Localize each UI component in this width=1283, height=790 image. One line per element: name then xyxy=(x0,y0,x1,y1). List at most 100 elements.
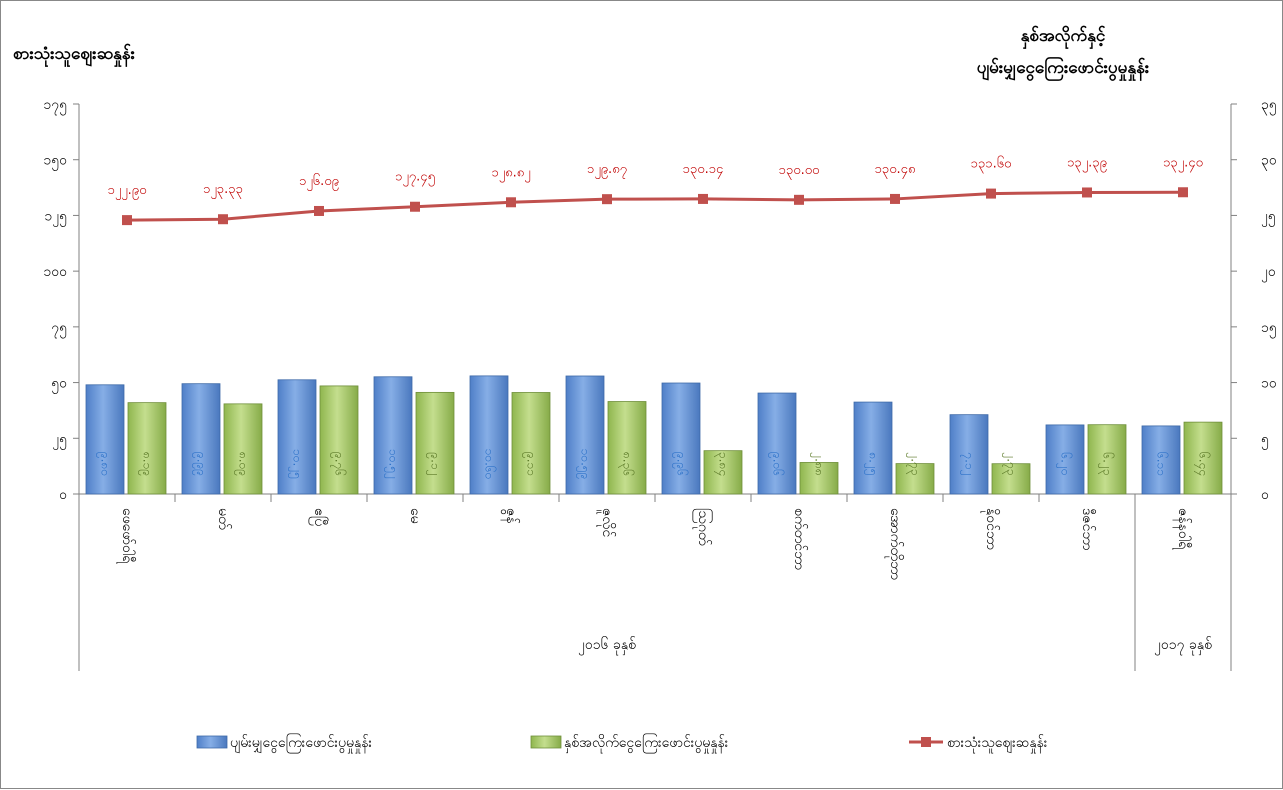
cpi-marker xyxy=(698,193,708,204)
bar-data-label: ၉.၁၁ xyxy=(522,452,539,476)
bar-data-label: ၁၀.၅၉ xyxy=(576,449,593,480)
bar-data-label: ၂.၈၈ xyxy=(810,452,827,475)
right-tick-label: ၀ xyxy=(1261,487,1269,503)
right-tick-label: ၅ xyxy=(1261,431,1269,449)
category-label: မေ xyxy=(407,508,423,524)
legend-marker xyxy=(921,737,931,747)
bar-data-label: ၉.၇၆ xyxy=(330,452,348,476)
bar xyxy=(511,392,551,495)
left-tick-label: ၀ xyxy=(59,487,67,503)
bar-data-label: ၉.၁၂ xyxy=(426,452,443,475)
cpi-data-label: ၁၂၈.၈၂ xyxy=(491,165,530,182)
right-tick-label: ၂၀ xyxy=(1261,264,1276,282)
bar xyxy=(853,401,893,495)
cpi-marker xyxy=(410,201,420,212)
category-label: ဖေဖော်ဝါရီ xyxy=(117,508,135,564)
category-label: ဧပြီ xyxy=(309,508,327,526)
bar xyxy=(1141,425,1181,495)
bar xyxy=(127,402,167,495)
bar xyxy=(469,375,509,495)
cpi-marker xyxy=(890,193,900,204)
bar xyxy=(949,414,989,495)
cpi-data-label: ၁၃၁.၆၀ xyxy=(971,156,1012,174)
bar xyxy=(1183,421,1223,495)
cpi-marker xyxy=(218,214,228,225)
right-tick-label: ၃၅ xyxy=(1261,97,1277,115)
bar xyxy=(661,382,701,495)
cpi-marker xyxy=(314,205,324,216)
bar-data-label: ၃.၈၄ xyxy=(714,452,731,476)
bar xyxy=(703,450,743,495)
bar-data-label: ၉.၈၀ xyxy=(96,452,113,476)
bar xyxy=(991,463,1031,495)
bar xyxy=(85,384,125,495)
category-label: မတ် xyxy=(215,508,231,530)
bar-data-label: ၆.၂၃ xyxy=(1098,452,1116,475)
cpi-marker xyxy=(602,194,612,205)
bar xyxy=(799,462,839,495)
cpi-marker xyxy=(1178,187,1188,198)
category-label: စက်တင်ဘာ xyxy=(791,508,807,570)
bar-series: ၉.၈၀ ၉.၉၉ ၁၀.၂၅ ၁၀.၅၂ ၁၀.၆၀ ၁၀.၅၉ ၉.၉၆ ၉.၀၆ ၈.၂၅… xyxy=(85,375,1223,495)
bar xyxy=(607,401,647,495)
category-label: ဇွန် xyxy=(501,508,519,524)
bar-data-label: ၉.၉၉ xyxy=(192,452,209,476)
right-axis-title-line1: နှစ်အလိုက်နှင့် xyxy=(1021,25,1106,50)
bar xyxy=(757,392,797,495)
legend-swatch xyxy=(196,735,228,749)
bar-data-label: ၈.၂၅ xyxy=(864,452,881,475)
bar-data-label: ၈.၁၉ xyxy=(138,452,155,476)
bar xyxy=(1045,424,1085,495)
right-tick-label: ၁၅ xyxy=(1261,320,1277,338)
cpi-data-label: ၁၂၂.၉၀ xyxy=(108,183,147,200)
left-tick-label: ၅၀ xyxy=(51,376,67,394)
right-tick-label: ၃၀ xyxy=(1261,153,1277,171)
bar-data-label: ၈.၃၆ xyxy=(618,452,636,476)
cpi-marker xyxy=(506,197,516,208)
cpi-marker xyxy=(794,194,804,205)
bar-data-label: ၇.၁၂ xyxy=(960,452,977,475)
legend-swatch xyxy=(530,735,562,749)
bar-data-label: ၈.၀၉ xyxy=(234,452,251,476)
bar xyxy=(181,383,221,495)
category-label: ဇန်နဝါရီ xyxy=(1173,508,1191,550)
bar xyxy=(415,391,455,495)
bar xyxy=(373,376,413,495)
category-label: ဇူလိုင် xyxy=(597,508,615,537)
category-label: ဒီဇင်ဘာ xyxy=(1079,508,1095,551)
bar-data-label: ၆.၁၁ xyxy=(1155,452,1170,476)
bar-data-label: ၂.၇၃ xyxy=(906,452,923,475)
cpi-data-label: ၁၃၀.၁၄ xyxy=(683,162,724,179)
legend-label: စားသုံးသူဈေးဆနှုန်း xyxy=(947,735,1048,753)
bar-data-label: ၆.၄၄ xyxy=(1194,452,1212,476)
bar xyxy=(277,379,317,495)
bar xyxy=(895,463,935,495)
cpi-data-label: ၁၃၀.၄၈ xyxy=(875,162,916,179)
bar-data-label: ၉.၉၆ xyxy=(672,452,690,476)
legend-label: နှစ်အလိုက်ငွေကြေးဖောင်းပွမှုနှုန်း xyxy=(564,734,729,753)
bar-data-label: ၁၀.၆၀ xyxy=(483,449,498,480)
category-labels: ဖေဖော်ဝါရီ မတ် ဧပြီ မေ ဇွန် ဇူလိုင် ဩဂုတ် စက်တင… xyxy=(117,508,1191,580)
line-series: ၁၂၂.၉၀ ၁၂၃.၃၃ ၁၂၆.၀၉ ၁၂၇.၄၅ ၁၂၈.၈၂ ၁၂၉.၈၇ ၁၃၀.… xyxy=(108,155,1203,226)
cpi-marker xyxy=(122,215,132,226)
group-label: ၂၀၁၇ ခုနှစ် xyxy=(1154,637,1212,655)
cpi-data-label: ၁၂၉.၈၇ xyxy=(587,162,627,179)
bar xyxy=(1087,424,1127,495)
left-tick-label: ၇၅ xyxy=(51,320,67,338)
left-tick-label: ၁၅၀ xyxy=(43,153,67,171)
right-axis-title-line2: ပျမ်းမျှငွေကြေးဖောင်းပွမှုနှုန်း xyxy=(977,55,1150,82)
category-label: ဩဂုတ် xyxy=(693,508,712,546)
cpi-marker xyxy=(986,188,996,199)
bar xyxy=(223,403,263,495)
left-tick-label: ၂၅ xyxy=(52,431,67,449)
right-tick-label: ၂၅ xyxy=(1261,208,1276,226)
cpi-data-label: ၁၂၇.၄၅ xyxy=(395,170,435,187)
bar-data-label: ၂.၇၃ xyxy=(1002,452,1019,475)
cpi-data-label: ၁၂၆.၀၉ xyxy=(299,173,339,191)
category-label: အောက်တိုဘာ xyxy=(885,508,903,580)
right-tick-label: ၁၀ xyxy=(1261,376,1277,392)
group-label: ၂၀၁၆ ခုနှစ် xyxy=(578,637,636,655)
left-tick-label: ၁၂၅ xyxy=(44,208,67,226)
